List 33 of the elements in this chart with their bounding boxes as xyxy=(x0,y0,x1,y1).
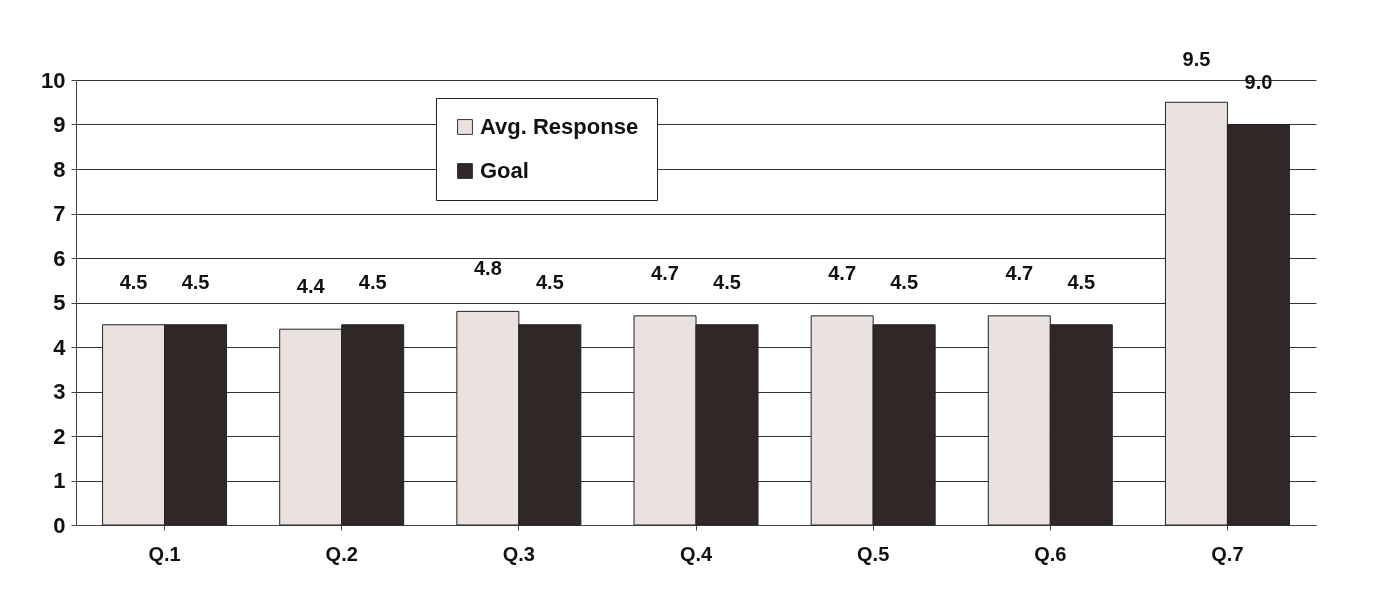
data-label: 4.5 xyxy=(358,270,387,293)
y-tick-label: 0 xyxy=(53,512,66,538)
x-tick-label: Q.2 xyxy=(325,542,358,565)
x-tick-label: Q.3 xyxy=(502,542,535,565)
legend-label: Goal xyxy=(480,158,529,183)
data-label: 4.5 xyxy=(890,270,919,293)
data-label: 4.5 xyxy=(713,270,741,293)
y-tick-label: 2 xyxy=(53,423,66,449)
y-tick-label: 10 xyxy=(41,67,66,93)
data-label: 4.5 xyxy=(119,270,148,293)
y-tick-label: 4 xyxy=(53,334,67,360)
data-label: 9.5 xyxy=(1182,48,1211,71)
data-label: 4.7 xyxy=(1005,261,1034,284)
legend-label: Avg. Response xyxy=(480,114,639,139)
y-tick-label: 7 xyxy=(53,201,66,226)
data-label: 4.5 xyxy=(1067,270,1096,293)
x-tick-label: Q.4 xyxy=(679,542,713,565)
data-label: 4.8 xyxy=(473,257,502,280)
data-label: 4.7 xyxy=(651,261,679,284)
x-tick-label: Q.5 xyxy=(857,542,890,565)
data-label: 4.4 xyxy=(296,275,326,298)
y-tick-label: 5 xyxy=(53,290,66,315)
data-label: 4.5 xyxy=(535,270,564,293)
data-label: 4.7 xyxy=(828,261,857,284)
y-tick-label: 3 xyxy=(53,379,66,404)
x-tick-label: Q.6 xyxy=(1034,542,1067,565)
y-tick-label: 8 xyxy=(53,156,66,182)
y-tick-label: 9 xyxy=(53,112,66,137)
y-tick-label: 1 xyxy=(53,468,66,493)
y-tick-label: 6 xyxy=(53,245,66,271)
data-label: 4.5 xyxy=(181,270,210,293)
x-tick-label: Q.1 xyxy=(148,542,181,565)
x-tick-label: Q.7 xyxy=(1211,542,1244,565)
